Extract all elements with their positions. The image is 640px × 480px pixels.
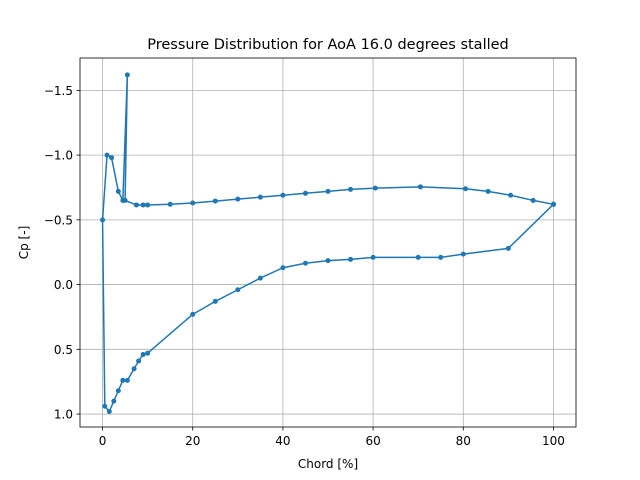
data-point [167,201,173,207]
data-point [115,188,121,194]
data-point [460,251,466,257]
data-point [124,72,130,78]
data-point [120,197,126,203]
y-tick-label: −1.5 [44,84,73,98]
data-point [109,155,115,161]
data-point [235,196,241,202]
data-point [372,185,378,191]
data-point [280,192,286,198]
data-point [136,358,142,364]
axis-ticks [76,89,554,431]
data-point [508,192,514,198]
data-point [111,398,117,404]
data-point [212,298,218,304]
data-point [145,202,151,208]
data-point [190,311,196,317]
series-line [101,74,554,413]
data-point [212,198,218,204]
data-point [140,202,146,208]
series-markers [100,72,556,414]
x-tick-label: 80 [456,434,471,448]
data-point [104,152,110,158]
data-point [370,254,376,260]
y-tick-label: 0.0 [54,278,73,292]
data-point [415,254,421,260]
data-point [348,186,354,192]
x-tick-label: 60 [365,434,380,448]
y-tick-label: −1.0 [44,149,73,163]
cp-line [101,74,554,413]
y-tick-label: 0.5 [54,343,73,357]
data-point [257,194,263,200]
data-point [530,197,536,203]
data-point [190,200,196,206]
plot-frame [79,57,577,428]
data-point [302,260,308,266]
data-point [257,275,263,281]
data-point [100,217,106,223]
data-point [325,188,331,194]
y-axis-label: Cp [-] [17,226,31,260]
x-axis-label: Chord [%] [298,457,358,471]
data-point [106,408,112,414]
data-point [115,388,121,394]
data-point [140,351,146,357]
x-tick-label: 40 [275,434,290,448]
x-tick-label: 0 [99,434,107,448]
data-point [438,254,444,260]
chart-title: Pressure Distribution for AoA 16.0 degre… [147,37,509,53]
data-point [235,287,241,293]
data-point [302,190,308,196]
data-point [280,265,286,271]
data-point [417,184,423,190]
data-point [550,201,556,207]
plot-area-background [80,58,576,427]
grid [80,58,576,427]
data-point [463,186,469,192]
x-tick-label: 100 [542,434,565,448]
data-point [348,256,354,262]
data-point [131,366,137,372]
data-point [485,188,491,194]
data-point [145,350,151,356]
data-point [133,202,139,208]
data-point [120,377,126,383]
y-tick-label: 1.0 [54,408,73,422]
data-point [124,377,130,383]
data-point [102,403,108,409]
data-point [505,245,511,251]
x-tick-label: 20 [185,434,200,448]
data-point [325,258,331,264]
y-tick-label: −0.5 [44,213,73,227]
